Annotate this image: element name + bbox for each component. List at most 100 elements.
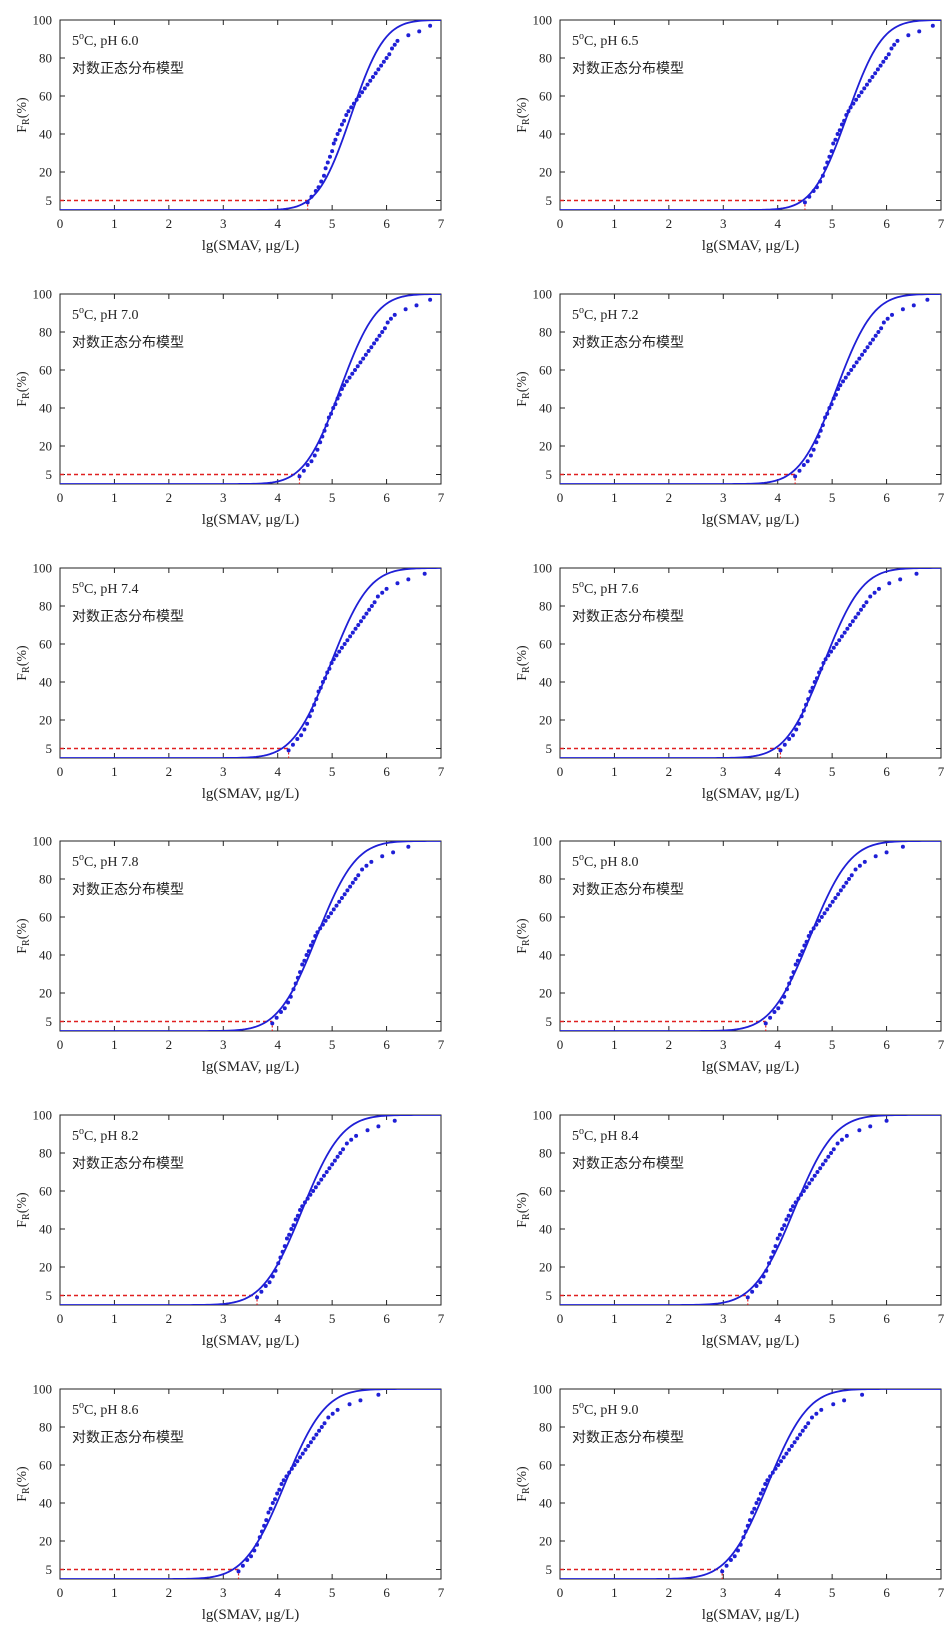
data-point	[306, 1444, 311, 1448]
data-point	[349, 105, 354, 110]
data-point	[820, 423, 825, 428]
panel-model-label: 对数正态分布模型	[572, 1430, 684, 1446]
data-point	[833, 137, 838, 142]
y-tick-label: 60	[539, 89, 552, 104]
data-point	[829, 1151, 834, 1155]
data-point	[860, 1392, 865, 1397]
x-tick-label: 0	[557, 1585, 564, 1600]
x-tick-label: 2	[166, 216, 173, 231]
data-point	[886, 52, 891, 57]
x-tick-label: 7	[938, 490, 945, 505]
y-tick-label: 100	[33, 13, 53, 28]
y-tick-label: 100	[533, 287, 553, 302]
data-point	[272, 1497, 277, 1502]
data-point	[345, 888, 350, 893]
data-point	[255, 1542, 260, 1547]
data-point	[803, 1425, 808, 1429]
y-tick-label: 100	[533, 561, 553, 576]
data-point	[804, 939, 809, 944]
data-point	[826, 1154, 831, 1159]
data-point	[337, 392, 342, 397]
data-point	[846, 371, 851, 376]
y-tick-label: 80	[39, 1420, 52, 1435]
data-point	[376, 1124, 381, 1129]
data-point	[837, 638, 842, 643]
data-point	[795, 1436, 800, 1441]
data-point	[358, 1398, 363, 1403]
data-point	[801, 463, 806, 467]
fit-curve	[560, 568, 941, 758]
data-point	[793, 474, 798, 479]
data-point	[395, 581, 400, 586]
data-point	[848, 623, 853, 627]
data-point	[782, 994, 787, 999]
fit-curve	[60, 841, 441, 1031]
x-tick-label: 2	[666, 764, 673, 779]
x-tick-label: 2	[666, 216, 673, 231]
fit-curve	[560, 1389, 941, 1579]
data-point	[295, 1213, 300, 1218]
data-point	[829, 402, 834, 407]
data-point	[850, 619, 855, 624]
x-tick-label: 1	[611, 490, 618, 505]
data-point	[391, 850, 396, 855]
y-tick-label: 20	[539, 1534, 552, 1549]
data-point	[859, 90, 864, 95]
data-point	[839, 634, 844, 639]
data-point	[270, 1501, 275, 1505]
data-point	[428, 297, 433, 302]
data-point	[764, 1268, 769, 1273]
data-point	[314, 697, 319, 702]
data-point	[350, 630, 355, 635]
data-point	[851, 101, 856, 106]
data-point	[873, 333, 878, 338]
chart-panel-5: 5 20 40 60 80 100 0 1 2 3 4 5 6 7 lg(SMAV, μg/L) FR(%) 5…	[15, 561, 445, 803]
fit-curve	[60, 1115, 441, 1305]
data-point	[267, 1280, 272, 1285]
data-point	[324, 1170, 329, 1174]
data-point	[347, 375, 352, 380]
data-point	[728, 1558, 733, 1562]
data-point	[381, 59, 386, 64]
data-point	[797, 468, 802, 473]
x-tick-label: 7	[938, 216, 945, 231]
data-point	[376, 67, 381, 72]
data-point	[930, 23, 935, 28]
panel-title: 5oC, pH 6.5	[572, 31, 638, 49]
data-point	[820, 1162, 825, 1167]
x-axis-label: lg(SMAV, μg/L)	[702, 1333, 800, 1349]
data-point	[320, 922, 325, 927]
data-point	[300, 1204, 305, 1209]
data-point	[295, 975, 300, 980]
data-point	[831, 645, 836, 650]
chart-panel-9: 5 20 40 60 80 100 0 1 2 3 4 5 6 7 lg(SMAV, μg/L) FR(%) 5…	[15, 1108, 445, 1350]
data-point	[335, 396, 340, 401]
y-axis-label: FR(%)	[15, 1466, 32, 1502]
data-point	[286, 748, 291, 753]
panel-model-label: 对数正态分布模型	[572, 1156, 684, 1172]
x-tick-label: 7	[938, 764, 945, 779]
data-point	[779, 1000, 784, 1005]
data-point	[278, 1010, 283, 1014]
y-tick-label: 60	[39, 363, 52, 378]
x-tick-label: 4	[274, 764, 281, 779]
data-point	[331, 406, 336, 410]
x-tick-label: 1	[111, 490, 118, 505]
data-point	[291, 987, 296, 992]
data-point	[344, 113, 349, 117]
data-point	[810, 1177, 815, 1182]
data-point	[761, 1274, 766, 1279]
data-point	[366, 349, 371, 353]
x-axis-label: lg(SMAV, μg/L)	[202, 512, 300, 528]
y-axis-label: FR(%)	[15, 1192, 32, 1228]
data-point	[854, 97, 859, 102]
data-point	[301, 468, 306, 473]
data-point	[318, 440, 323, 445]
data-point	[323, 676, 328, 681]
y-tick-label: 60	[39, 637, 52, 652]
x-tick-label: 1	[111, 1037, 118, 1052]
data-point	[428, 23, 433, 28]
data-point	[825, 411, 830, 416]
data-point	[313, 1185, 318, 1190]
data-point	[319, 1177, 324, 1182]
